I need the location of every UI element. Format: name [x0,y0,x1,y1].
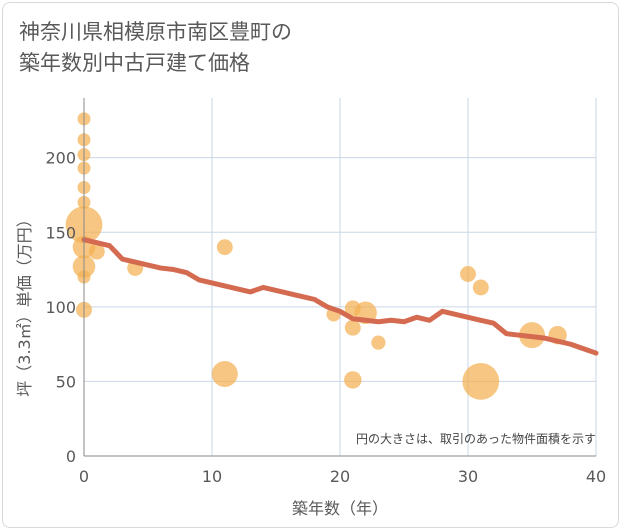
data-bubble [462,363,500,400]
data-bubble [472,279,489,296]
trend-layer [81,237,599,356]
y-tick-label: 0 [66,447,76,466]
data-bubble [460,266,476,282]
tick-labels: 0 10 20 30 40 0 50 100 150 200 [45,149,606,486]
data-bubble [371,335,386,350]
x-axis-label: 築年数（年） [292,499,388,518]
y-tick-label: 200 [45,149,76,168]
x-tick-label: 30 [458,467,478,486]
y-axis-label: 坪（3.3㎡）単価（万円） [15,211,34,396]
size-note: 円の大きさは、取引のあった物件面積を示す [356,431,596,446]
data-bubble [344,319,361,336]
x-tick-label: 10 [202,467,222,486]
data-bubble [216,239,233,256]
y-tick-label: 150 [45,223,76,242]
data-bubble [88,243,105,260]
trend-line [81,237,599,356]
chart-title: 神奈川県相模原市南区豊町の 築年数別中古戸建て価格 [19,17,292,79]
x-tick-label: 40 [586,467,606,486]
grid [84,98,597,456]
data-bubble [344,371,362,389]
title-line-2: 築年数別中古戸建て価格 [19,51,250,75]
x-tick-label: 20 [330,467,350,486]
data-bubble [211,360,238,387]
axes [83,98,596,457]
y-tick-label: 100 [45,298,76,317]
x-tick-label: 0 [79,467,89,486]
title-line-1: 神奈川県相模原市南区豊町の [19,20,292,44]
bubbles [65,112,567,400]
y-tick-label: 50 [56,372,76,391]
